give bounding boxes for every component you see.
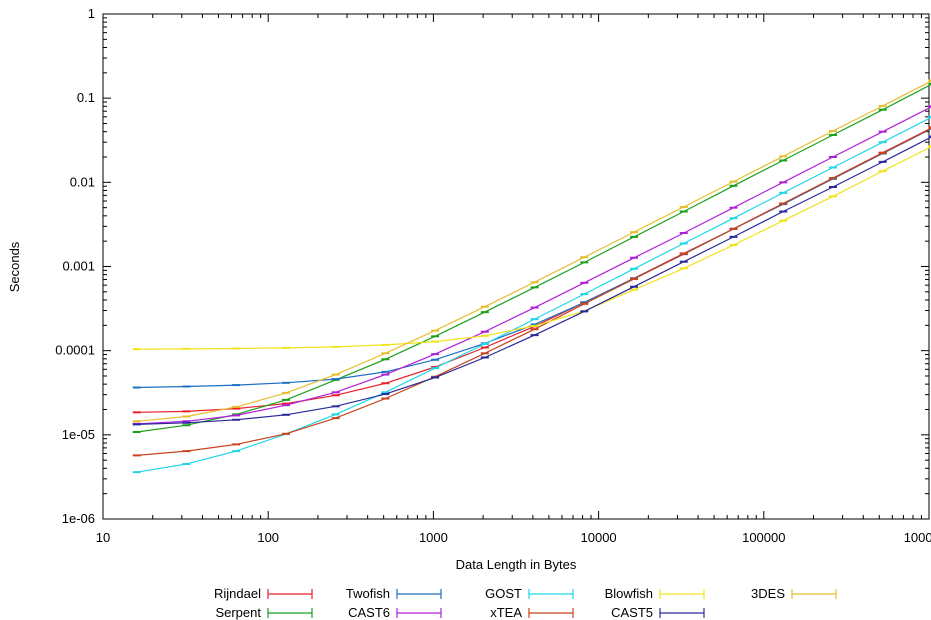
series-line-serpent [136, 83, 931, 433]
x-tick-label: 1000 [419, 530, 448, 545]
series-layer [132, 79, 931, 474]
series-line-rijndael [136, 127, 931, 413]
y-tick-label: 0.001 [62, 259, 95, 274]
legend-label-3des: 3DES [751, 586, 785, 601]
y-tick-label: 1 [88, 6, 95, 21]
series-line-3des [136, 80, 931, 422]
legend-label-twofish: Twofish [346, 586, 390, 601]
y-tick-label: 1e-05 [62, 427, 95, 442]
y-tick-label: 1e-06 [62, 511, 95, 526]
y-axis-title: Seconds [7, 241, 22, 292]
axis-ticks: 10 100 1000 10000 100000 1000000 1e-06 1e-05 0.0… [55, 6, 931, 545]
legend-label-cast6: CAST6 [348, 605, 390, 620]
x-tick-label: 100 [257, 530, 279, 545]
x-tick-label: 100000 [742, 530, 785, 545]
x-tick-label: 10000 [581, 530, 617, 545]
y-tick-label: 0.01 [70, 174, 95, 189]
plot-frame [102, 13, 930, 520]
legend-label-rijndael: Rijndael [214, 586, 261, 601]
legend-label-gost: GOST [485, 586, 522, 601]
y-tick-label: 0.0001 [55, 343, 95, 358]
series-line-cast5 [136, 136, 931, 425]
legend-label-blowfish: Blowfish [605, 586, 653, 601]
series-line-gost [136, 116, 931, 473]
x-tick-label: 1000000 [904, 530, 931, 545]
series-line-cast6 [136, 106, 931, 425]
x-tick-label: 10 [96, 530, 110, 545]
legend-label-xtea: xTEA [490, 605, 522, 620]
legend: Rijndael Serpent Twofish CAST6 GOST xTEA Blowf… [214, 586, 837, 620]
legend-label-serpent: Serpent [215, 605, 261, 620]
legend-label-cast5: CAST5 [611, 605, 653, 620]
x-axis-title: Data Length in Bytes [456, 557, 577, 572]
y-tick-label: 0.1 [77, 90, 95, 105]
